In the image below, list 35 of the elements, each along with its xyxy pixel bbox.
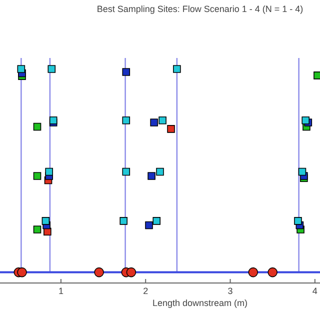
point: [294, 217, 302, 225]
point: [173, 65, 181, 73]
point: [49, 116, 58, 124]
point: [167, 125, 175, 133]
point: [122, 68, 130, 76]
point: [145, 221, 153, 230]
chart-title: Best Sampling Sites: Flow Scenario 1 - 4 (N = 1 - 4): [96, 4, 304, 14]
point: [45, 168, 53, 176]
x-tick-label: 3: [228, 286, 233, 296]
point: [158, 116, 166, 124]
point: [122, 168, 130, 176]
point: [248, 267, 258, 278]
point: [268, 267, 278, 278]
point: [42, 217, 50, 225]
point: [17, 267, 27, 278]
x-tick-label: 4: [312, 286, 318, 296]
point: [33, 226, 42, 234]
point: [148, 172, 156, 180]
point: [94, 267, 104, 278]
x-tick-label: 1: [58, 286, 64, 296]
point: [314, 72, 320, 80]
point: [33, 172, 42, 180]
point: [48, 65, 56, 73]
point: [152, 217, 161, 225]
point: [17, 65, 26, 73]
x-axis-title: Length downstream (m): [152, 298, 248, 308]
point: [120, 217, 128, 225]
point: [302, 116, 310, 124]
point: [122, 116, 130, 124]
point: [298, 168, 306, 176]
point: [150, 118, 158, 126]
point: [126, 267, 136, 278]
point: [33, 122, 42, 131]
point: [156, 168, 164, 176]
x-tick-label: 2: [143, 286, 148, 296]
